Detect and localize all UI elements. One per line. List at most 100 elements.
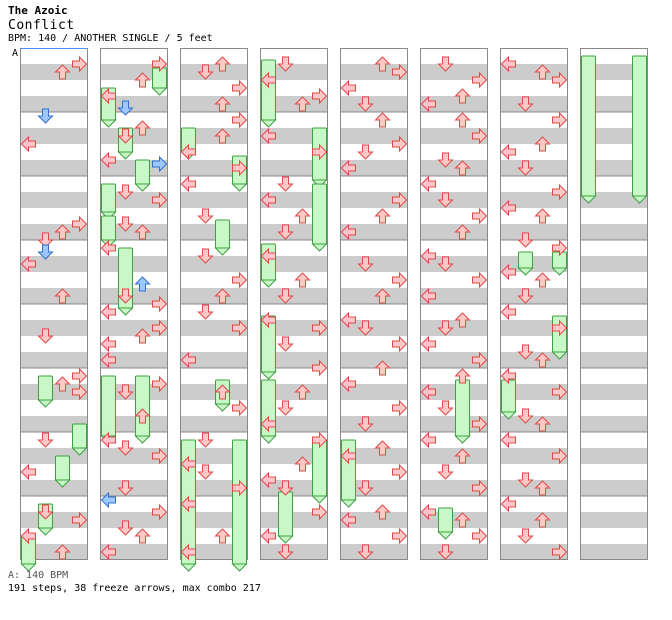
freeze-arrow [135, 159, 150, 185]
beat-stripe [340, 480, 408, 496]
beat-stripe [260, 416, 328, 432]
beat-stripe [420, 320, 488, 336]
beat-stripe [100, 384, 168, 400]
freeze-tail [54, 479, 71, 488]
freeze-tail [551, 351, 568, 360]
beat-stripe [260, 128, 328, 144]
beat-stripe [500, 128, 568, 144]
freeze-arrow [455, 379, 470, 437]
beat-stripe [180, 512, 248, 528]
freeze-tail [134, 183, 151, 192]
column-border [100, 48, 168, 560]
freeze-tail [311, 495, 328, 504]
freeze-tail [260, 119, 277, 128]
beat-stripe [260, 384, 328, 400]
freeze-arrow [135, 375, 150, 437]
beat-stripe [100, 192, 168, 208]
column-border [180, 48, 248, 560]
freeze-tail [71, 447, 88, 456]
beat-stripe [180, 416, 248, 432]
beat-stripe [180, 64, 248, 80]
beat-stripe [260, 480, 328, 496]
beat-stripe [500, 160, 568, 176]
beat-stripe [580, 96, 648, 112]
section-marker: A [12, 48, 19, 59]
chart-footer: A: 140 BPM 191 steps, 38 freeze arrows, … [8, 569, 261, 595]
beat-stripe [580, 64, 648, 80]
beat-stripe [20, 352, 88, 368]
beat-stripe [500, 480, 568, 496]
beat-stripe [260, 352, 328, 368]
beat-stripe [20, 256, 88, 272]
beat-stripe [100, 128, 168, 144]
beat-stripe [180, 448, 248, 464]
beat-stripe [420, 128, 488, 144]
freeze-tail [500, 411, 517, 420]
beat-stripe [580, 352, 648, 368]
chart-info: BPM: 140 / ANOTHER SINGLE / 5 feet [8, 33, 213, 44]
column-border [580, 48, 648, 560]
beat-stripe [260, 320, 328, 336]
beat-stripe [420, 384, 488, 400]
freeze-arrow [101, 215, 116, 241]
footer-bpm: A: 140 BPM [8, 570, 69, 581]
beat-stripe [100, 512, 168, 528]
beat-stripe [580, 544, 648, 560]
beat-stripe [580, 256, 648, 272]
beat-stripe [580, 512, 648, 528]
freeze-arrow [632, 55, 647, 197]
beat-stripe [580, 384, 648, 400]
beat-stripe [20, 512, 88, 528]
beat-stripe [180, 160, 248, 176]
beat-stripe [420, 96, 488, 112]
beat-stripe [20, 288, 88, 304]
footer-stats: 191 steps, 38 freeze arrows, max combo 2… [8, 583, 261, 594]
freeze-tail [454, 435, 471, 444]
beat-stripe [20, 448, 88, 464]
beat-stripe [180, 256, 248, 272]
freeze-arrow [261, 59, 276, 121]
beat-stripe [580, 416, 648, 432]
freeze-tail [631, 195, 648, 204]
beat-stripe [500, 96, 568, 112]
beat-stripe [580, 192, 648, 208]
beat-stripe [580, 288, 648, 304]
beat-stripe [340, 96, 408, 112]
beat-stripe [500, 352, 568, 368]
freeze-tail [100, 119, 117, 128]
beat-stripe [180, 352, 248, 368]
beat-stripe [580, 128, 648, 144]
beat-stripe [580, 224, 648, 240]
freeze-arrow [278, 491, 293, 537]
beat-stripe [420, 224, 488, 240]
beat-stripe [180, 320, 248, 336]
freeze-arrow [312, 183, 327, 245]
beat-stripe [420, 480, 488, 496]
column-border [420, 48, 488, 560]
song-header: The Azoic Conflict BPM: 140 / ANOTHER SI… [8, 4, 213, 45]
freeze-tail [517, 267, 534, 276]
beat-stripe [20, 192, 88, 208]
beat-stripe [180, 544, 248, 560]
beat-stripe [20, 320, 88, 336]
beat-stripe [100, 288, 168, 304]
freeze-arrow [101, 183, 116, 213]
beat-stripe [260, 512, 328, 528]
freeze-arrow [72, 423, 87, 449]
freeze-tail [260, 279, 277, 288]
column-border [340, 48, 408, 560]
freeze-tail [214, 247, 231, 256]
column-border [260, 48, 328, 560]
beat-stripe [20, 544, 88, 560]
beat-stripe [180, 224, 248, 240]
beat-stripe [260, 64, 328, 80]
beat-stripe [20, 384, 88, 400]
beat-stripe [180, 480, 248, 496]
beat-stripe [340, 416, 408, 432]
beat-stripe [420, 416, 488, 432]
beat-stripe [100, 160, 168, 176]
beat-stripe [500, 320, 568, 336]
beat-stripe [580, 160, 648, 176]
beat-stripe [100, 352, 168, 368]
